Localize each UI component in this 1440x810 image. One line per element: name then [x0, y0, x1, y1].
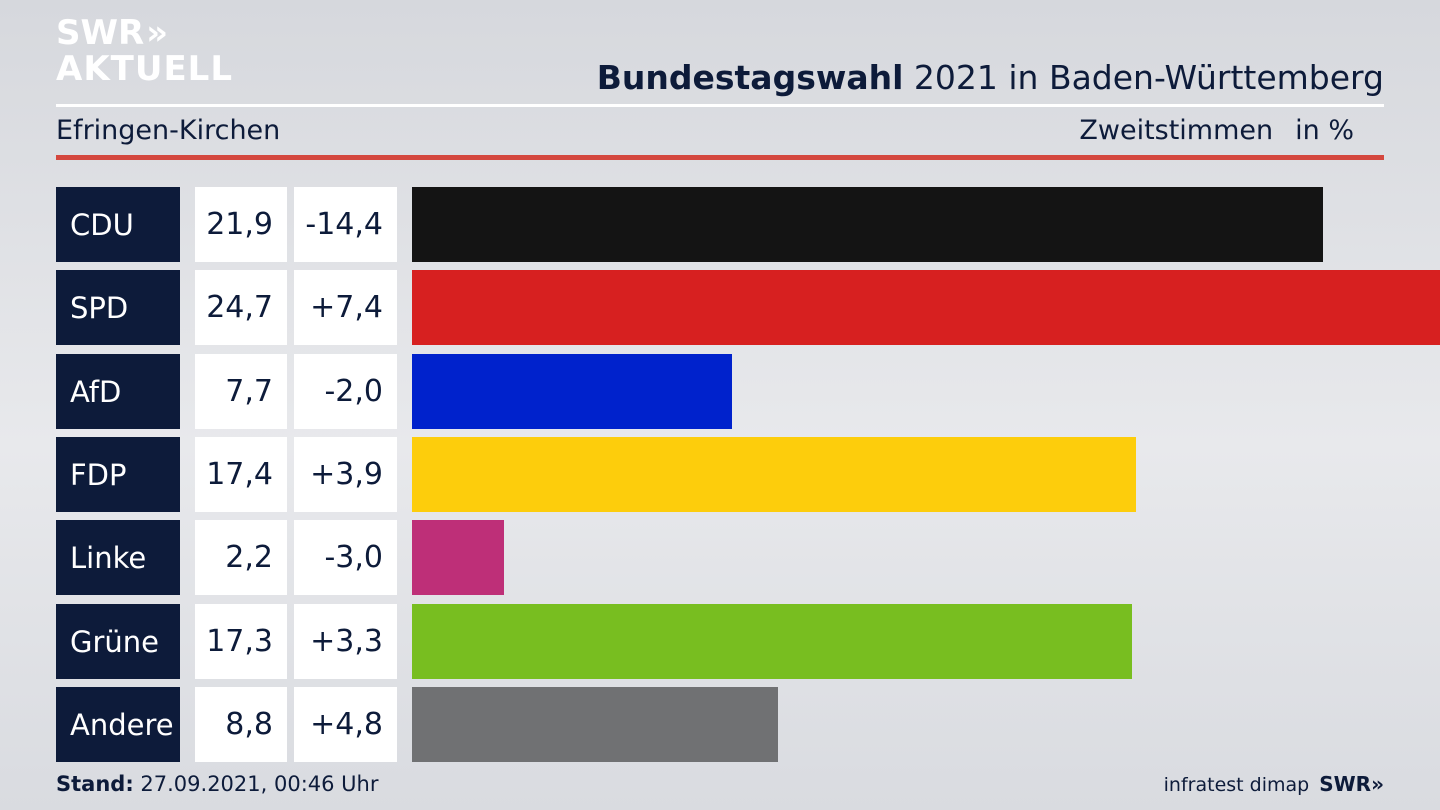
vote-share-value: 24,7 [195, 270, 287, 345]
unit-label: in % [1295, 115, 1354, 146]
vote-change-value: -2,0 [294, 354, 397, 429]
party-name: Andere [56, 687, 180, 762]
timestamp-label: Stand: [56, 772, 134, 796]
vote-share-value: 2,2 [195, 520, 287, 595]
vote-share-value: 21,9 [195, 187, 287, 262]
party-row: CDU 21,9 -14,4 [56, 187, 1384, 262]
vote-change-value: -14,4 [294, 187, 397, 262]
swr-brand-logo: SWR» [1319, 772, 1384, 796]
vote-change-value: +7,4 [294, 270, 397, 345]
location-label: Efringen-Kirchen [56, 115, 281, 146]
vote-share-value: 8,8 [195, 687, 287, 762]
chart-title: Bundestagswahl 2021 in Baden-Württemberg [597, 58, 1384, 97]
vote-share-bar [412, 187, 1323, 262]
vote-share-bar [412, 687, 778, 762]
party-name: SPD [56, 270, 180, 345]
party-row: FDP 17,4 +3,9 [56, 437, 1384, 512]
party-row: Grüne 17,3 +3,3 [56, 604, 1384, 679]
source-credit: infratest dimap SWR» [1164, 772, 1384, 796]
party-row: Linke 2,2 -3,0 [56, 520, 1384, 595]
party-row: Andere 8,8 +4,8 [56, 687, 1384, 762]
vote-change-value: -3,0 [294, 520, 397, 595]
chart-title-rest: 2021 in Baden-Württemberg [903, 58, 1384, 97]
timestamp: Stand: 27.09.2021, 00:46 Uhr [56, 772, 379, 796]
party-name: CDU [56, 187, 180, 262]
party-name: Grüne [56, 604, 180, 679]
vote-share-value: 17,3 [195, 604, 287, 679]
header-divider [56, 104, 1384, 107]
vote-type-header: Zweitstimmen in % [1079, 115, 1354, 146]
logo-text-swr: SWR [56, 13, 145, 53]
vote-share-value: 7,7 [195, 354, 287, 429]
party-row: SPD 24,7 +7,4 [56, 270, 1440, 345]
logo-text-aktuell: AKTUELL [56, 49, 234, 89]
party-name: FDP [56, 437, 180, 512]
vote-change-value: +3,3 [294, 604, 397, 679]
vote-type-label: Zweitstimmen [1079, 115, 1274, 146]
chart-title-bold: Bundestagswahl [596, 58, 904, 97]
timestamp-value: 27.09.2021, 00:46 Uhr [133, 772, 379, 796]
vote-share-bar [412, 604, 1132, 679]
party-name: Linke [56, 520, 180, 595]
accent-divider [56, 155, 1384, 160]
vote-share-bar [412, 520, 504, 595]
logo-chevron-icon: » [146, 13, 169, 53]
vote-change-value: +4,8 [294, 687, 397, 762]
swr-aktuell-logo: SWR» AKTUELL [56, 16, 233, 86]
vote-share-bar [412, 354, 732, 429]
vote-share-bar [412, 437, 1136, 512]
party-name: AfD [56, 354, 180, 429]
party-row: AfD 7,7 -2,0 [56, 354, 1384, 429]
vote-share-bar [412, 270, 1440, 345]
vote-share-value: 17,4 [195, 437, 287, 512]
vote-change-value: +3,9 [294, 437, 397, 512]
source-label: infratest dimap [1163, 774, 1310, 796]
